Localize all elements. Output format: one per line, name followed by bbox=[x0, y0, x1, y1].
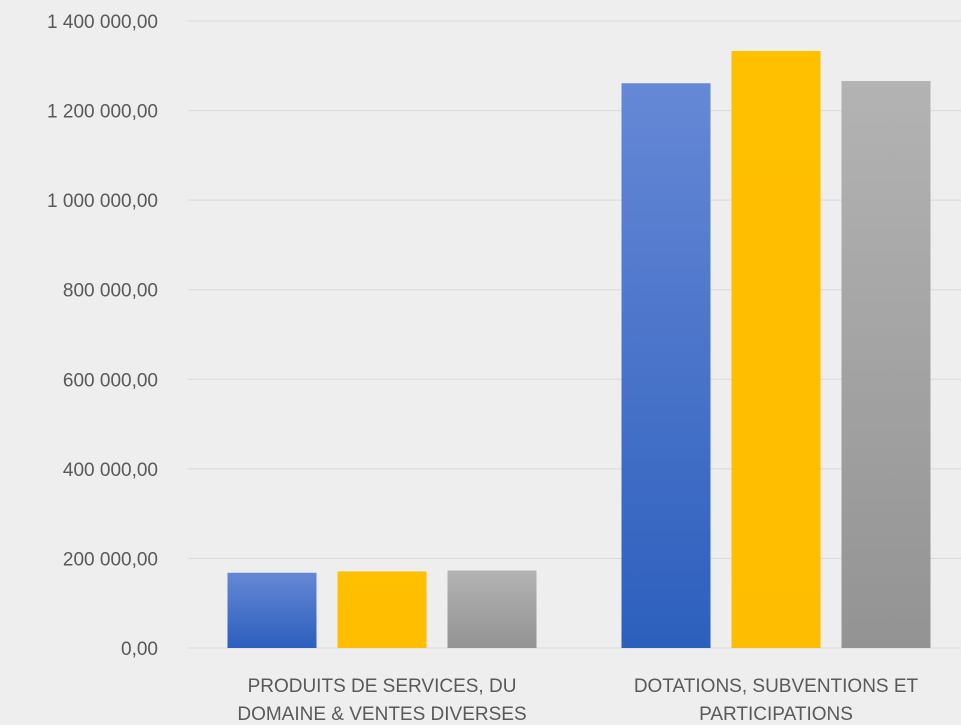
y-axis-ticks: 0,00 200 000,00 400 000,00 600 000,00 800 00… bbox=[47, 12, 158, 660]
y-tick-label: 1 000 000,00 bbox=[47, 191, 158, 212]
y-tick-label: 1 200 000,00 bbox=[47, 102, 158, 123]
x-category-label-line: DOTATIONS, SUBVENTIONS ET bbox=[634, 676, 919, 697]
y-tick-label: 200 000,00 bbox=[63, 549, 158, 570]
x-category-label-line: PARTICIPATIONS bbox=[699, 704, 853, 725]
x-category-label-line: PRODUITS DE SERVICES, DU bbox=[248, 676, 517, 697]
x-category-label: PRODUITS DE SERVICES, DU DOMAINE & VENTES… bbox=[237, 676, 526, 725]
y-tick-label: 600 000,00 bbox=[63, 370, 158, 391]
y-tick-label: 1 400 000,00 bbox=[47, 12, 158, 33]
x-axis-categories: PRODUITS DE SERVICES, DU DOMAINE & VENTES… bbox=[237, 676, 918, 725]
x-category-label: DOTATIONS, SUBVENTIONS ET PARTICIPATIONS bbox=[634, 676, 919, 725]
y-tick-label: 0,00 bbox=[121, 639, 158, 660]
x-category-label-line: DOMAINE & VENTES DIVERSES bbox=[237, 704, 526, 725]
bar-cat0-series0 bbox=[227, 572, 317, 648]
bar-cat0-series1 bbox=[337, 571, 427, 648]
y-tick-label: 800 000,00 bbox=[63, 281, 158, 302]
bar-cat1-series2 bbox=[841, 81, 931, 648]
bar-cat1-series0 bbox=[621, 83, 711, 649]
gridlines bbox=[188, 20, 961, 649]
bar-cat0-series2 bbox=[447, 570, 537, 648]
y-tick-label: 400 000,00 bbox=[63, 460, 158, 481]
bars bbox=[227, 51, 931, 649]
bar-cat1-series1 bbox=[731, 51, 821, 649]
